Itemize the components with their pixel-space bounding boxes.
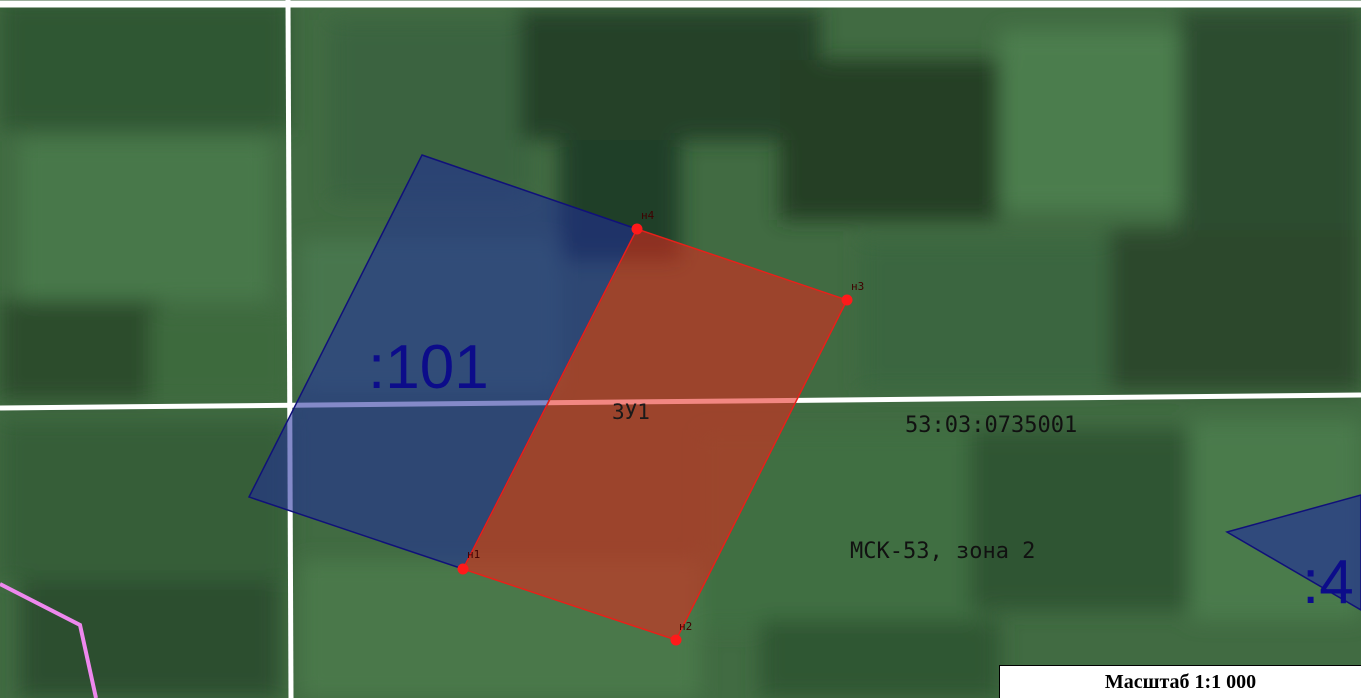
point-n1-label: н1 xyxy=(467,548,480,561)
turning-points: н1 н2 н3 н4 xyxy=(457,209,864,646)
new-parcel-label: ЗУ1 xyxy=(612,400,650,424)
point-n3-marker[interactable] xyxy=(841,294,853,306)
point-n4-marker[interactable] xyxy=(631,223,643,235)
point-n2-label: н2 xyxy=(679,620,692,633)
coordinate-system-label: МСК-53, зона 2 xyxy=(850,539,1035,564)
existing-parcel-4[interactable] xyxy=(1225,494,1361,611)
point-n3-label: н3 xyxy=(851,280,864,293)
quarter-number-label: 53:03:0735001 xyxy=(905,413,1077,438)
point-n4-label: н4 xyxy=(641,209,655,222)
parcel-4-label: :4 xyxy=(1302,548,1354,617)
point-n1-marker[interactable] xyxy=(457,563,469,575)
adjacent-boundary-line xyxy=(0,582,98,698)
parcel-101-label: :101 xyxy=(368,333,489,402)
scale-label: Масштаб 1:1 000 xyxy=(999,665,1361,698)
point-n2-marker[interactable] xyxy=(670,634,682,646)
